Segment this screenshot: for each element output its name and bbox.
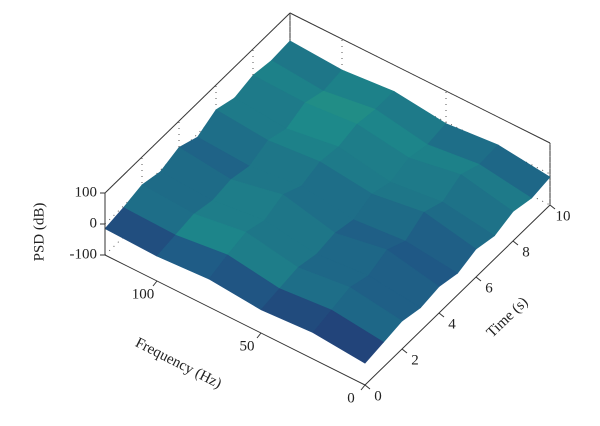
z-tick-label: 0 [90,215,98,231]
z-tick-label: 100 [75,184,98,200]
y-tick-label: 6 [485,280,493,296]
y-tick-label: 4 [448,316,456,332]
y-tick [549,204,556,210]
surface-patch [312,309,384,364]
y-tick [401,348,408,354]
y-tick-label: 10 [556,208,571,224]
y-tick-label: 0 [374,388,382,404]
z-axis-label: PSD (dB) [31,203,47,262]
y-tick-label: 8 [522,244,530,260]
axis-line [104,254,366,386]
axis-line [364,204,551,386]
x-tick [152,280,158,287]
x-tick [360,384,366,391]
x-axis-label: Frequency (Hz) [133,335,225,392]
z-tick-label: -100 [70,246,98,262]
box-edge [104,12,291,194]
y-tick [364,384,371,390]
y-axis-label: Time (s) [484,294,532,341]
y-tick [438,312,445,318]
y-tick [475,276,482,282]
x-tick-label: 50 [240,338,255,354]
x-tick [256,332,262,339]
y-tick [512,240,519,246]
x-tick-label: 100 [132,286,155,302]
grid-line [289,12,551,144]
y-tick-label: 2 [411,352,419,368]
x-tick-label: 0 [347,390,355,406]
